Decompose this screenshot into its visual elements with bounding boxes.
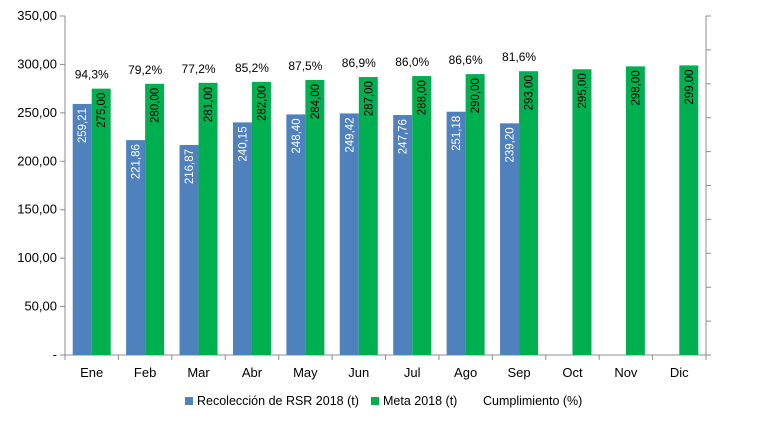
y-tick-label: 300,00 — [17, 56, 57, 71]
bar-recoleccion — [179, 144, 199, 355]
bar-label-recoleccion: 239,20 — [505, 127, 517, 162]
y-tick-label: - — [53, 347, 57, 362]
bar-meta — [145, 83, 165, 356]
bar-label-meta: 275,00 — [96, 93, 108, 128]
bar-label-recoleccion: 247,76 — [398, 119, 410, 154]
bar-recoleccion — [126, 140, 146, 355]
cumplimiento-label: 79,2% — [128, 63, 162, 77]
bar-meta — [251, 81, 271, 355]
bar-meta — [412, 76, 432, 356]
cumplimiento-label: 86,6% — [449, 53, 483, 67]
bar-label-meta: 295,00 — [577, 73, 589, 108]
cumplimiento-label: 81,6% — [502, 50, 536, 64]
bar-recoleccion — [232, 122, 252, 355]
legend-label-meta: Meta 2018 (t) — [383, 394, 457, 408]
x-tick-label: Oct — [562, 365, 583, 380]
x-tick-label: Mar — [187, 365, 210, 380]
x-tick-label: Jun — [348, 365, 369, 380]
legend-swatch-meta — [371, 397, 379, 405]
x-tick-label: Feb — [134, 365, 156, 380]
cumplimiento-label: 77,2% — [182, 62, 216, 76]
bar-label-meta: 281,00 — [203, 87, 215, 122]
bar-meta — [572, 69, 592, 356]
x-tick-label: Dic — [670, 365, 689, 380]
bar-label-meta: 284,00 — [310, 84, 322, 119]
bar-meta — [198, 82, 218, 356]
plot-area: - 50,00 100,00 150,00 200,00 250,00 300,00 350,… — [17, 8, 711, 380]
bar-recoleccion — [393, 115, 413, 356]
bar-label-meta: 299,00 — [684, 69, 696, 104]
y-tick-label: 150,00 — [17, 202, 57, 217]
cumplimiento-label: 94,3% — [75, 68, 109, 82]
cumplimiento-label: 86,0% — [395, 55, 429, 69]
y-tick-label: 200,00 — [17, 153, 57, 168]
legend-label-recoleccion: Recolección de RSR 2018 (t) — [197, 394, 359, 408]
bar-meta — [519, 71, 539, 356]
y-tick-label: 250,00 — [17, 105, 57, 120]
bar-meta — [679, 65, 699, 355]
legend-label-cumplimiento: Cumplimiento (%) — [483, 394, 582, 408]
x-tick-label: Ene — [80, 365, 103, 380]
bar-label-recoleccion: 249,42 — [344, 117, 356, 152]
bar-meta — [358, 77, 378, 356]
bar-meta — [625, 66, 645, 355]
y-tick-label: 50,00 — [24, 299, 57, 314]
bar-label-meta: 280,00 — [150, 88, 162, 123]
bar-label-meta: 290,00 — [470, 78, 482, 113]
x-tick-label: Jul — [404, 365, 421, 380]
bar-label-meta: 293,00 — [524, 75, 536, 110]
y-tick-label: 100,00 — [17, 250, 57, 265]
y-tick-label: 350,00 — [17, 8, 57, 23]
legend: Recolección de RSR 2018 (t) Meta 2018 (t)… — [185, 394, 582, 408]
bar-label-recoleccion: 251,18 — [451, 116, 463, 151]
bar-recoleccion — [72, 103, 92, 355]
bar-recoleccion — [339, 113, 359, 355]
x-tick-label: May — [293, 365, 318, 380]
bar-label-recoleccion: 240,15 — [237, 126, 249, 161]
cumplimiento-label: 86,9% — [342, 56, 376, 70]
bar-label-recoleccion: 259,21 — [77, 108, 89, 143]
bar-label-meta: 287,00 — [363, 81, 375, 116]
bar-label-recoleccion: 216,87 — [184, 149, 196, 184]
x-tick-label: Sep — [507, 365, 530, 380]
bar-label-meta: 298,00 — [630, 70, 642, 105]
bar-meta — [91, 88, 111, 356]
x-tick-label: Nov — [614, 365, 638, 380]
bar-recoleccion — [500, 123, 520, 355]
bar-label-recoleccion: 248,40 — [291, 118, 303, 153]
bar-recoleccion — [446, 111, 466, 355]
bar-label-recoleccion: 221,86 — [131, 144, 143, 179]
bar-recoleccion — [286, 114, 306, 355]
bar-meta — [465, 74, 485, 355]
bar-label-meta: 282,00 — [256, 86, 268, 121]
bar-meta — [305, 79, 325, 355]
cumplimiento-label: 87,5% — [288, 59, 322, 73]
bar-label-meta: 288,00 — [417, 80, 429, 115]
x-tick-label: Abr — [242, 365, 263, 380]
cumplimiento-label: 85,2% — [235, 61, 269, 75]
x-tick-label: Ago — [454, 365, 477, 380]
legend-swatch-recoleccion — [185, 397, 193, 405]
